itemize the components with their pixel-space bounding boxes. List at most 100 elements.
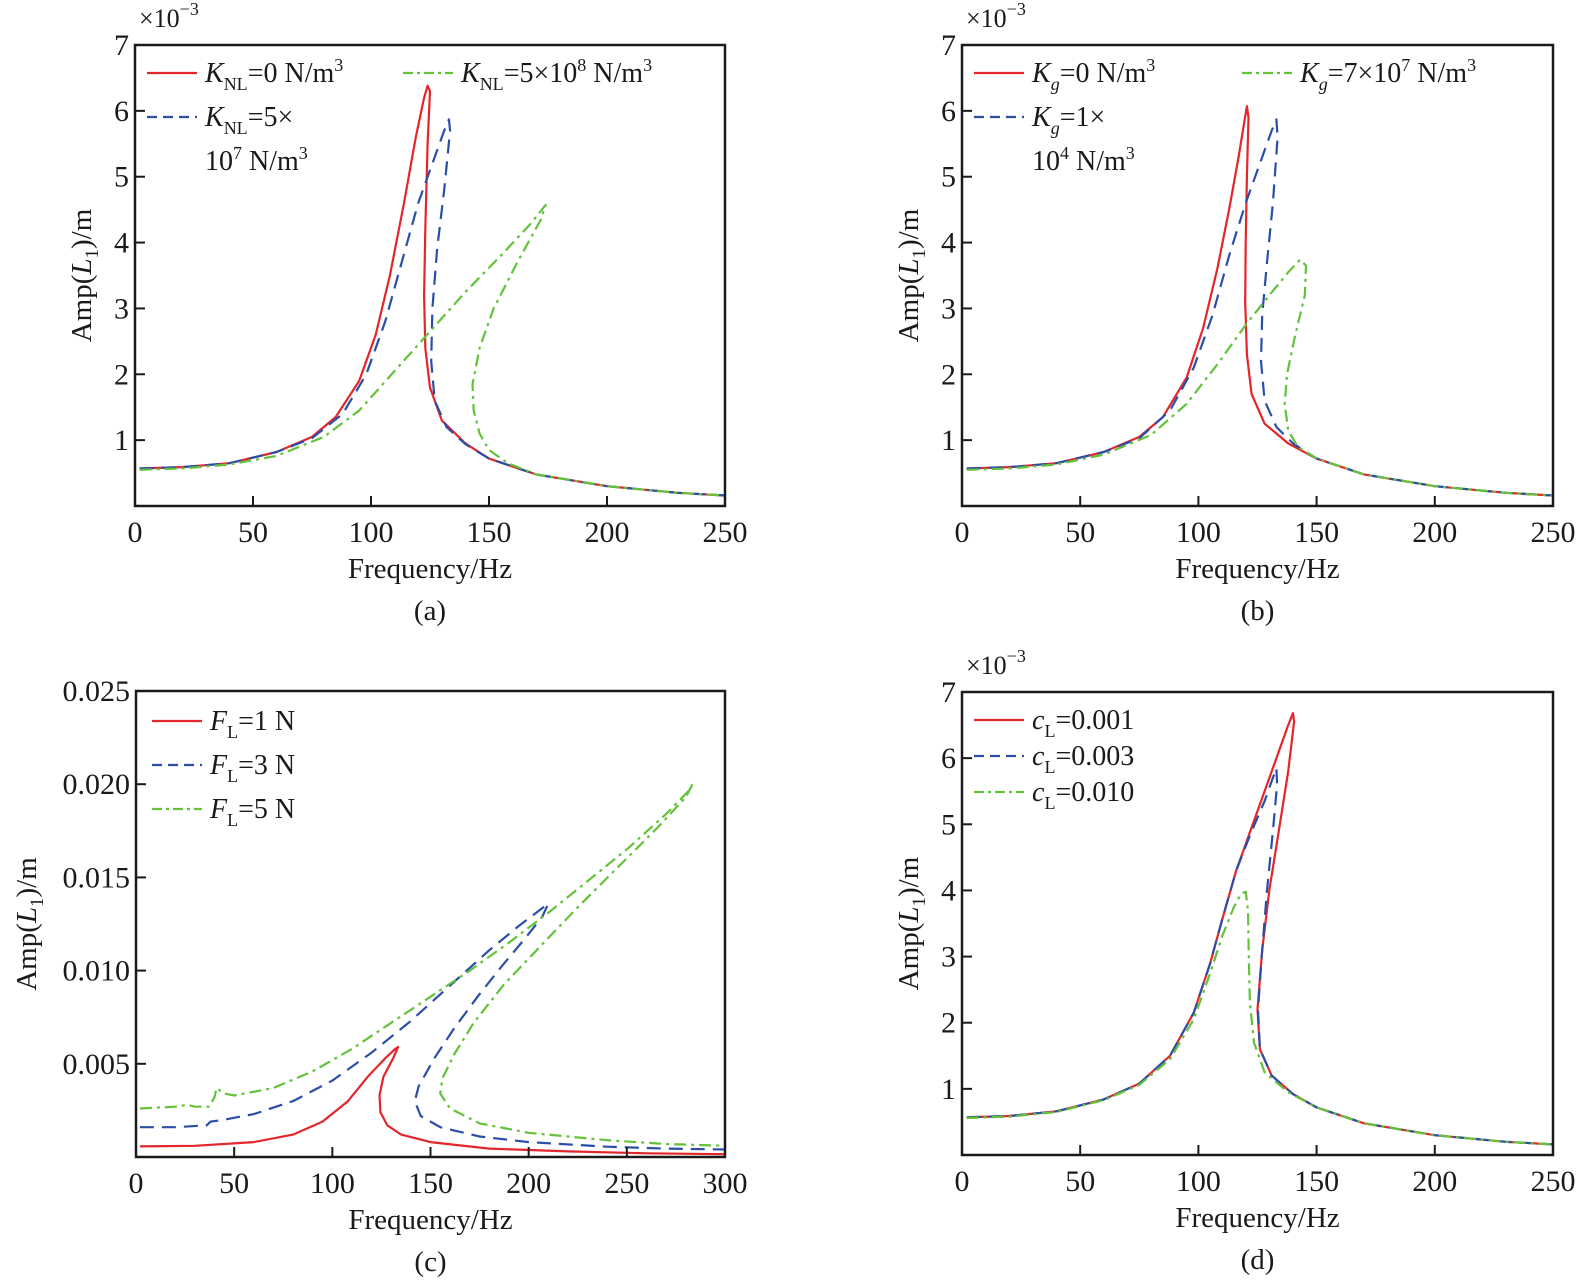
- chart-panel-d: 0 50 100 150 200 250 1 2 3 4 5 6 7 ×10−3 Frequency/Hz (…: [893, 646, 1576, 1276]
- y-tick-label: 2: [114, 358, 129, 391]
- y-tick-label: 1: [941, 424, 956, 457]
- x-tick-label: 150: [1294, 1165, 1339, 1198]
- x-tick-label: 50: [1065, 516, 1095, 549]
- plot-frame-b: [960, 43, 1555, 508]
- y-axis-label: Amp(L1)/m: [893, 856, 930, 990]
- legend-label: KNL=5×108 N/m3: [460, 55, 652, 94]
- x-tick-label: 250: [604, 1167, 649, 1200]
- x-tick-label: 150: [1294, 516, 1339, 549]
- x-axis-label: Frequency/Hz: [348, 553, 512, 585]
- y-tick-label: 5: [941, 808, 956, 841]
- legend-label: FL=3 N: [209, 750, 295, 786]
- legend-label: 104 N/m3: [1032, 143, 1135, 177]
- x-tick-label: 0: [955, 1165, 970, 1198]
- y-tick-label: 0.025: [63, 675, 131, 708]
- axis-multiplier: ×10−3: [139, 0, 199, 33]
- x-tick-label: 250: [703, 516, 748, 549]
- series-line-c-0: [139, 1045, 725, 1156]
- x-axis-label: Frequency/Hz: [1175, 1202, 1339, 1234]
- y-tick-label: 0.005: [63, 1048, 131, 1081]
- x-tick-label: 0: [128, 516, 143, 549]
- x-tick-label: 200: [585, 516, 630, 549]
- x-tick-label: 0: [955, 516, 970, 549]
- legend-label: FL=5 N: [209, 794, 295, 830]
- legend-a: KNL=0 N/m3 KNL=5×108 N/m3 KNL=5× 107 N/m3: [147, 55, 652, 177]
- y-tick-label: 4: [941, 874, 956, 907]
- series-line-b-2: [966, 258, 1553, 497]
- panel-label: (c): [414, 1246, 446, 1278]
- legend-label: cL=0.003: [1032, 741, 1134, 777]
- y-tick-label: 5: [114, 161, 129, 194]
- legend-label: Kg=7×107 N/m3: [1299, 55, 1476, 94]
- axis-multiplier: ×10−3: [966, 0, 1026, 33]
- x-tick-label: 0: [129, 1167, 144, 1200]
- series-line-a-2: [139, 203, 725, 497]
- series-line-d-2: [966, 890, 1553, 1146]
- panel-label: (d): [1241, 1244, 1275, 1276]
- y-tick-label: 2: [941, 1007, 956, 1040]
- x-tick-label: 150: [408, 1167, 453, 1200]
- legend-b: Kg=0 N/m3 Kg=7×107 N/m3 Kg=1× 104 N/m3: [974, 55, 1476, 177]
- legend-label: 107 N/m3: [205, 143, 308, 177]
- series-line-c-1: [139, 902, 725, 1151]
- panel-label: (b): [1241, 595, 1275, 627]
- y-axis-label: Amp(L1)/m: [893, 208, 930, 342]
- series-line-a-1: [139, 118, 725, 497]
- x-tick-label: 300: [703, 1167, 748, 1200]
- series-line-d-1: [966, 767, 1553, 1146]
- x-axis-label: Frequency/Hz: [348, 1204, 512, 1236]
- legend-label: KNL=5×: [204, 102, 293, 138]
- y-tick-label: 0.020: [63, 768, 131, 801]
- chart-panel-a: 0 50 100 150 200 250 1 2 3 4 5 6 7 ×10−3 Frequency/Hz (…: [66, 0, 748, 627]
- x-tick-label: 200: [1412, 516, 1457, 549]
- legend-label: cL=0.001: [1032, 705, 1134, 741]
- legend-label: Kg=1×: [1031, 102, 1105, 138]
- x-tick-label: 200: [506, 1167, 551, 1200]
- x-tick-label: 250: [1531, 516, 1576, 549]
- x-tick-label: 150: [467, 516, 512, 549]
- x-tick-label: 100: [1176, 516, 1221, 549]
- y-tick-label: 0.015: [63, 861, 131, 894]
- legend-label: FL=1 N: [209, 706, 295, 742]
- chart-panel-b: 0 50 100 150 200 250 1 2 3 4 5 6 7 ×10−3 Frequency/Hz (…: [893, 0, 1576, 627]
- x-tick-label: 50: [1065, 1165, 1095, 1198]
- y-tick-label: 7: [941, 676, 956, 709]
- plot-frame-d: [960, 690, 1555, 1157]
- x-tick-label: 50: [238, 516, 268, 549]
- y-tick-label: 5: [941, 161, 956, 194]
- y-tick-label: 6: [114, 95, 129, 128]
- x-tick-label: 50: [219, 1167, 249, 1200]
- chart-panel-c: 0 50 100 150 200 250 300 0.005 0.010 0.015 0.020 0.…: [11, 675, 748, 1278]
- y-tick-label: 4: [941, 227, 956, 260]
- y-tick-label: 7: [114, 29, 129, 62]
- x-tick-label: 100: [1176, 1165, 1221, 1198]
- x-tick-label: 100: [310, 1167, 355, 1200]
- y-tick-label: 4: [114, 227, 129, 260]
- y-axis-label: Amp(L1)/m: [66, 208, 103, 342]
- y-tick-label: 1: [941, 1073, 956, 1106]
- series-line-c-2: [139, 781, 725, 1147]
- y-tick-label: 6: [941, 95, 956, 128]
- x-tick-label: 250: [1531, 1165, 1576, 1198]
- y-tick-label: 3: [941, 941, 956, 974]
- y-axis-label: Amp(L1)/m: [11, 857, 48, 991]
- x-tick-label: 100: [349, 516, 394, 549]
- plot-frame-a: [133, 43, 727, 508]
- y-tick-label: 2: [941, 358, 956, 391]
- x-tick-label: 200: [1412, 1165, 1457, 1198]
- y-tick-label: 0.010: [63, 955, 131, 988]
- x-axis-label: Frequency/Hz: [1175, 553, 1339, 585]
- y-tick-label: 3: [114, 292, 129, 325]
- legend-c: FL=1 N FL=3 N FL=5 N: [152, 706, 295, 830]
- y-tick-label: 1: [114, 424, 129, 457]
- legend-label: Kg=0 N/m3: [1031, 55, 1155, 94]
- legend-label: cL=0.010: [1032, 777, 1134, 813]
- legend-label: KNL=0 N/m3: [204, 55, 343, 94]
- axis-multiplier: ×10−3: [966, 646, 1026, 680]
- y-tick-label: 7: [941, 29, 956, 62]
- y-tick-label: 6: [941, 742, 956, 775]
- y-tick-label: 3: [941, 292, 956, 325]
- panel-label: (a): [414, 595, 446, 627]
